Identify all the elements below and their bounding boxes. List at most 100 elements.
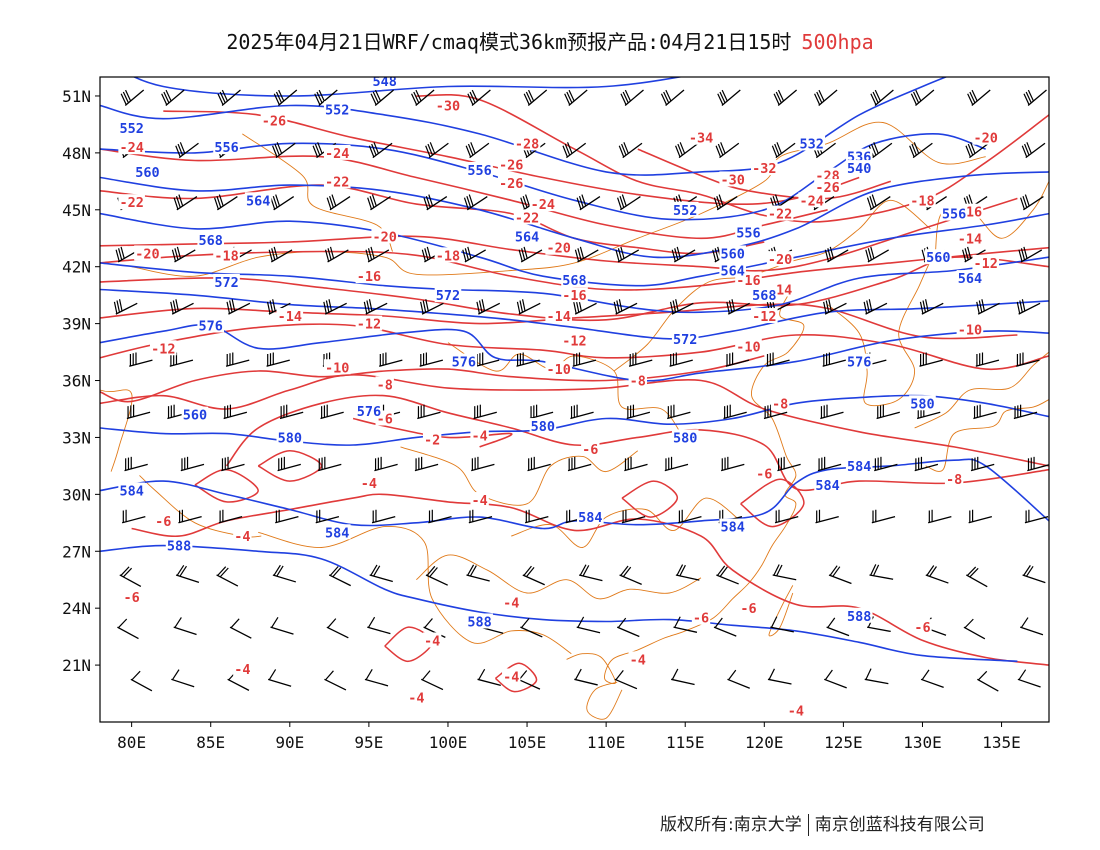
wind-barb-feather bbox=[528, 89, 535, 102]
wind-barb-feather bbox=[825, 300, 830, 313]
wind-barb-shaft bbox=[915, 89, 935, 106]
height-label: 540 bbox=[847, 161, 871, 177]
wind-barb-feather bbox=[272, 195, 278, 208]
wind-barb-feather bbox=[964, 618, 974, 629]
wind-barb-feather bbox=[718, 194, 724, 207]
wind-barb-feather bbox=[468, 194, 474, 207]
wind-barb-shaft bbox=[516, 359, 540, 367]
wind-barb-shaft bbox=[473, 411, 497, 420]
wind-barb-shaft bbox=[770, 626, 794, 633]
wind-barb-shaft bbox=[525, 142, 546, 159]
map-title: 2025年04月21日WRF/cmaq模式36km预报产品:04月21日15时 5… bbox=[0, 26, 1100, 55]
wind-barb-feather bbox=[714, 617, 723, 628]
temperature-label: -22 bbox=[325, 174, 349, 190]
wind-barb-feather bbox=[621, 143, 627, 156]
wind-barb-feather bbox=[174, 248, 179, 261]
height-label: 580 bbox=[910, 396, 934, 412]
wind-barb-feather bbox=[118, 248, 123, 261]
wind-barb-shaft bbox=[124, 89, 145, 106]
wind-barb-shaft bbox=[529, 411, 554, 420]
wind-barb-feather bbox=[622, 566, 632, 577]
wind-barb-shaft bbox=[926, 196, 947, 211]
temperature-contour bbox=[100, 197, 1018, 272]
wind-barb-shaft bbox=[1023, 196, 1044, 211]
wind-barb-feather bbox=[777, 89, 785, 102]
wind-barb-feather bbox=[615, 249, 620, 262]
wind-barb-feather bbox=[828, 299, 832, 312]
wind-barb-shaft bbox=[624, 89, 644, 106]
wind-barb-feather bbox=[574, 249, 580, 262]
wind-barb-shaft bbox=[827, 249, 849, 263]
wind-barb-feather bbox=[672, 300, 677, 313]
coastline-path bbox=[914, 351, 1049, 429]
wind-barb-feather bbox=[230, 618, 240, 629]
wind-barb-shaft bbox=[174, 249, 196, 263]
wind-barb-feather bbox=[523, 246, 528, 259]
wind-barb-feather bbox=[872, 564, 880, 576]
wind-barb-feather bbox=[471, 89, 478, 102]
wind-barb-shaft bbox=[977, 678, 999, 692]
lon-tick-label: 120E bbox=[745, 733, 784, 752]
height-label-bg bbox=[134, 163, 161, 179]
wind-barb-shaft bbox=[723, 411, 747, 420]
lat-tick-label: 51N bbox=[62, 87, 91, 106]
wind-barb-shaft bbox=[270, 626, 294, 635]
temperature-label-bg bbox=[628, 651, 647, 667]
wind-barb-feather bbox=[178, 194, 184, 207]
wind-barb-feather bbox=[1027, 89, 1034, 102]
temperature-label: -18 bbox=[910, 193, 934, 209]
wind-barb-shaft bbox=[574, 678, 598, 686]
wind-barb-shaft bbox=[217, 196, 238, 211]
wind-barb-feather bbox=[774, 194, 780, 207]
wind-barb-shaft bbox=[567, 463, 592, 472]
wind-barb-feather bbox=[622, 91, 629, 104]
wind-barb-shaft bbox=[471, 463, 495, 472]
wind-barb-shaft bbox=[178, 142, 199, 159]
wind-barb-feather bbox=[712, 249, 717, 262]
wind-barb-shaft bbox=[1020, 249, 1043, 263]
height-label-bg bbox=[845, 160, 873, 176]
temperature-label-bg bbox=[545, 361, 572, 377]
wind-barb-shaft bbox=[1017, 678, 1041, 688]
height-contour bbox=[100, 544, 1018, 663]
wind-barb-shaft bbox=[626, 411, 651, 420]
wind-barb-feather bbox=[273, 246, 278, 259]
wind-barb-feather bbox=[771, 145, 778, 158]
wind-barb-shaft bbox=[426, 196, 448, 211]
temperature-label-bg bbox=[529, 196, 557, 212]
temperature-label-bg bbox=[561, 287, 588, 303]
temperature-contour bbox=[637, 148, 892, 200]
height-label: 584 bbox=[847, 459, 871, 475]
height-label-bg bbox=[671, 429, 699, 445]
wind-barb-feather bbox=[518, 249, 523, 262]
wind-barb-feather bbox=[368, 145, 375, 158]
wind-barb-feather bbox=[424, 248, 429, 261]
wind-barb-feather bbox=[374, 89, 382, 102]
temperature-label: -26 bbox=[499, 157, 523, 173]
wind-barb-shaft bbox=[678, 515, 702, 524]
wind-barb-shaft bbox=[229, 626, 252, 639]
wind-barb-feather bbox=[773, 564, 780, 576]
wind-barb-feather bbox=[870, 564, 877, 576]
temperature-label: -24 bbox=[800, 193, 824, 209]
wind-barb-shaft bbox=[1027, 89, 1047, 106]
lat-tick-label: 24N bbox=[62, 599, 91, 618]
height-label-bg bbox=[466, 161, 493, 177]
wind-barb-feather bbox=[663, 91, 670, 104]
temperature-label-bg bbox=[766, 205, 794, 221]
wind-barb-feather bbox=[615, 669, 624, 681]
wind-barb-shaft bbox=[815, 142, 836, 159]
temperature-label: -6 bbox=[693, 611, 709, 627]
wind-barb-shaft bbox=[221, 463, 245, 472]
temperature-label-bg bbox=[513, 135, 541, 151]
temperature-label-bg bbox=[751, 160, 778, 176]
temperature-label-bg bbox=[434, 247, 462, 263]
temperature-label: -32 bbox=[752, 161, 776, 177]
wind-barb-feather bbox=[976, 301, 980, 314]
temperature-label: -14 bbox=[546, 309, 570, 325]
wind-barb-feather bbox=[1023, 565, 1031, 576]
wind-barb-feather bbox=[874, 89, 881, 102]
wind-barb-shaft bbox=[117, 626, 139, 640]
wind-barb-shaft bbox=[1018, 302, 1041, 315]
temperature-label: -6 bbox=[155, 514, 171, 530]
